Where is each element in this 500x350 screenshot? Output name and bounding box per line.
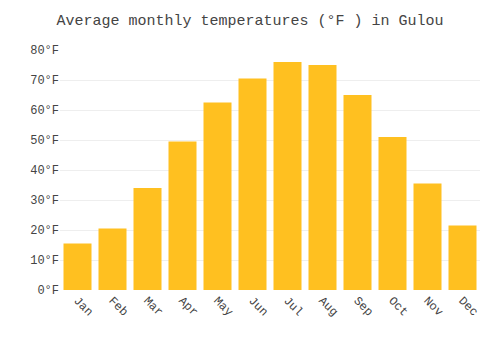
svg-text:20°F: 20°F [30, 224, 59, 238]
svg-text:Feb: Feb [105, 294, 130, 319]
svg-text:Jan: Jan [70, 294, 95, 319]
svg-text:Mar: Mar [140, 294, 165, 319]
svg-text:Jul: Jul [280, 294, 305, 319]
svg-text:Average monthly temperatures (: Average monthly temperatures (°F ) in Gu… [56, 13, 443, 30]
svg-text:80°F: 80°F [30, 44, 59, 58]
svg-text:40°F: 40°F [30, 164, 59, 178]
svg-text:10°F: 10°F [30, 254, 59, 268]
svg-text:60°F: 60°F [30, 104, 59, 118]
svg-text:50°F: 50°F [30, 134, 59, 148]
svg-text:Dec: Dec [455, 294, 480, 319]
svg-text:30°F: 30°F [30, 194, 59, 208]
svg-text:Jun: Jun [245, 294, 270, 319]
svg-text:Aug: Aug [315, 294, 340, 319]
svg-text:70°F: 70°F [30, 74, 59, 88]
svg-text:Nov: Nov [420, 294, 445, 319]
svg-text:0°F: 0°F [37, 284, 59, 298]
svg-text:Oct: Oct [385, 294, 410, 319]
svg-text:Apr: Apr [175, 294, 200, 319]
svg-text:Sep: Sep [350, 294, 375, 319]
svg-text:May: May [210, 294, 235, 319]
